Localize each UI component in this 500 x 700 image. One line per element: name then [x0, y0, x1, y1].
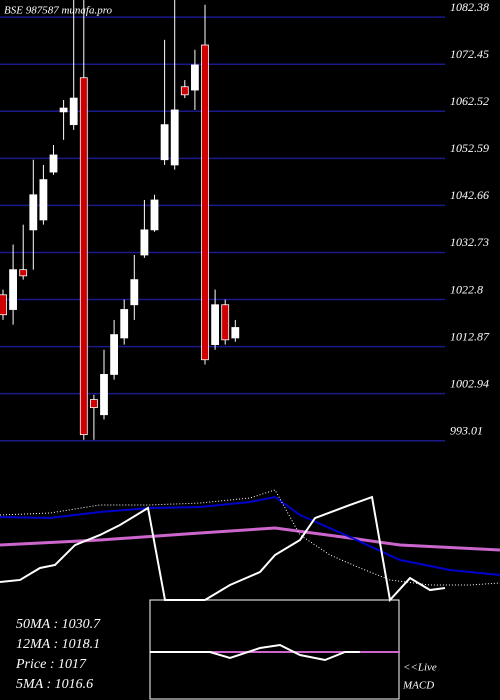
- candle-body: [19, 269, 28, 277]
- y-tick-label: 1072.45: [450, 47, 489, 61]
- indicator-line: [0, 526, 500, 552]
- y-tick-label: 1002.94: [450, 376, 489, 390]
- chart-title: BSE 987587 munafa.pro: [4, 5, 113, 17]
- indicator-line: [0, 495, 500, 577]
- candle-body: [130, 279, 139, 306]
- macd-box: [149, 599, 400, 700]
- y-tick-label: 1042.66: [450, 188, 489, 202]
- candle-body: [120, 309, 129, 339]
- candle-body: [110, 334, 118, 375]
- candle-body: [221, 304, 230, 341]
- y-tick-label: 1022.8: [450, 282, 483, 296]
- candle-body: [79, 77, 88, 436]
- candle-body: [201, 44, 209, 361]
- candle-body: [150, 199, 159, 231]
- y-tick-label: 1062.52: [450, 94, 489, 108]
- y-tick-label: 1012.87: [450, 329, 490, 343]
- candle-body: [170, 109, 179, 166]
- candle-body: [90, 399, 98, 409]
- candle-body: [39, 179, 48, 221]
- candle-body: [9, 269, 18, 310]
- candle-body: [49, 154, 58, 173]
- candle-body: [211, 304, 220, 345]
- macd-label: MACD: [402, 680, 434, 692]
- y-tick-label: 993.01: [450, 423, 483, 437]
- legend-line: 5MA : 1016.6: [16, 677, 93, 692]
- candle-body: [160, 124, 169, 161]
- y-tick-label: 1082.38: [450, 0, 489, 14]
- candle-body: [180, 86, 189, 96]
- indicator-line: [150, 643, 360, 662]
- y-tick-label: 1032.73: [450, 235, 489, 249]
- candle-body: [69, 97, 78, 126]
- candle-body: [29, 194, 38, 231]
- indicator-line: [0, 495, 446, 603]
- candle-body: [0, 294, 7, 316]
- candle-body: [59, 107, 68, 113]
- y-tick-label: 1052.59: [450, 141, 489, 155]
- candle-body: [231, 327, 240, 339]
- legend-line: 12MA : 1018.1: [16, 637, 100, 652]
- legend-line: 50MA : 1030.7: [16, 617, 101, 632]
- candle-body: [140, 229, 149, 256]
- candle-body: [190, 64, 199, 91]
- candle-body: [100, 374, 108, 416]
- live-label: <<Live: [403, 662, 437, 674]
- legend-line: Price : 1017: [15, 657, 87, 672]
